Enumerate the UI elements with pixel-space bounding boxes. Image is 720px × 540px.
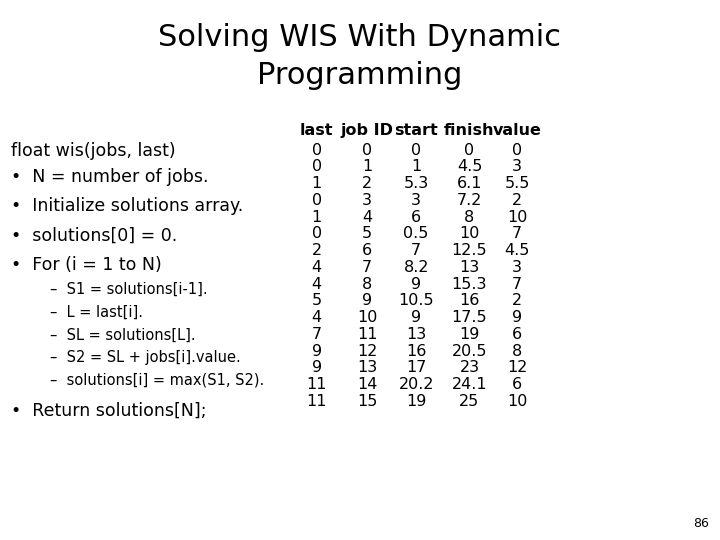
Text: finish: finish bbox=[444, 123, 495, 138]
Text: 4.5: 4.5 bbox=[504, 243, 530, 258]
Text: 19: 19 bbox=[459, 327, 480, 342]
Text: 15: 15 bbox=[357, 394, 377, 409]
Text: 3: 3 bbox=[512, 260, 522, 275]
Text: 1: 1 bbox=[312, 176, 322, 191]
Text: last: last bbox=[300, 123, 333, 138]
Text: 0: 0 bbox=[464, 143, 474, 158]
Text: 23: 23 bbox=[459, 360, 480, 375]
Text: 0: 0 bbox=[411, 143, 421, 158]
Text: –  S1 = solutions[i-1].: – S1 = solutions[i-1]. bbox=[50, 282, 208, 297]
Text: 4: 4 bbox=[312, 260, 322, 275]
Text: 7: 7 bbox=[312, 327, 322, 342]
Text: –  solutions[i] = max(S1, S2).: – solutions[i] = max(S1, S2). bbox=[50, 373, 265, 388]
Text: •  solutions[0] = 0.: • solutions[0] = 0. bbox=[11, 226, 177, 245]
Text: 13: 13 bbox=[406, 327, 426, 342]
Text: 6: 6 bbox=[512, 327, 522, 342]
Text: 9: 9 bbox=[411, 276, 421, 292]
Text: 8: 8 bbox=[362, 276, 372, 292]
Text: •  Initialize solutions array.: • Initialize solutions array. bbox=[11, 197, 243, 215]
Text: •  N = number of jobs.: • N = number of jobs. bbox=[11, 168, 208, 186]
Text: 1: 1 bbox=[362, 159, 372, 174]
Text: 8.2: 8.2 bbox=[403, 260, 429, 275]
Text: 2: 2 bbox=[362, 176, 372, 191]
Text: 1: 1 bbox=[312, 210, 322, 225]
Text: 10: 10 bbox=[507, 394, 527, 409]
Text: 17: 17 bbox=[406, 360, 426, 375]
Text: 5.5: 5.5 bbox=[504, 176, 530, 191]
Text: 86: 86 bbox=[693, 517, 709, 530]
Text: 6: 6 bbox=[512, 377, 522, 392]
Text: 0.5: 0.5 bbox=[403, 226, 429, 241]
Text: 12.5: 12.5 bbox=[451, 243, 487, 258]
Text: 10.5: 10.5 bbox=[398, 293, 434, 308]
Text: 7: 7 bbox=[512, 226, 522, 241]
Text: •  For (i = 1 to N): • For (i = 1 to N) bbox=[11, 255, 161, 274]
Text: 10: 10 bbox=[459, 226, 480, 241]
Text: 7: 7 bbox=[362, 260, 372, 275]
Text: 8: 8 bbox=[512, 343, 522, 359]
Text: 4: 4 bbox=[312, 276, 322, 292]
Text: 1: 1 bbox=[411, 159, 421, 174]
Text: 6: 6 bbox=[411, 210, 421, 225]
Text: 8: 8 bbox=[464, 210, 474, 225]
Text: 6: 6 bbox=[362, 243, 372, 258]
Text: 16: 16 bbox=[459, 293, 480, 308]
Text: value: value bbox=[492, 123, 541, 138]
Text: 9: 9 bbox=[411, 310, 421, 325]
Text: 6.1: 6.1 bbox=[456, 176, 482, 191]
Text: 7: 7 bbox=[411, 243, 421, 258]
Text: 13: 13 bbox=[357, 360, 377, 375]
Text: 20.5: 20.5 bbox=[451, 343, 487, 359]
Text: 5: 5 bbox=[312, 293, 322, 308]
Text: 9: 9 bbox=[312, 360, 322, 375]
Text: 7: 7 bbox=[512, 276, 522, 292]
Text: 4.5: 4.5 bbox=[456, 159, 482, 174]
Text: 20.2: 20.2 bbox=[398, 377, 434, 392]
Text: 13: 13 bbox=[459, 260, 480, 275]
Text: start: start bbox=[395, 123, 438, 138]
Text: 9: 9 bbox=[512, 310, 522, 325]
Text: 24.1: 24.1 bbox=[451, 377, 487, 392]
Text: Solving WIS With Dynamic
Programming: Solving WIS With Dynamic Programming bbox=[158, 23, 562, 90]
Text: 25: 25 bbox=[459, 394, 480, 409]
Text: 3: 3 bbox=[362, 193, 372, 208]
Text: 17.5: 17.5 bbox=[451, 310, 487, 325]
Text: 4: 4 bbox=[362, 210, 372, 225]
Text: –  L = last[i].: – L = last[i]. bbox=[50, 305, 143, 320]
Text: 3: 3 bbox=[512, 159, 522, 174]
Text: 2: 2 bbox=[512, 193, 522, 208]
Text: 14: 14 bbox=[357, 377, 377, 392]
Text: 11: 11 bbox=[357, 327, 377, 342]
Text: 0: 0 bbox=[312, 159, 322, 174]
Text: float wis(jobs, last): float wis(jobs, last) bbox=[11, 142, 176, 160]
Text: 11: 11 bbox=[307, 377, 327, 392]
Text: 12: 12 bbox=[357, 343, 377, 359]
Text: 3: 3 bbox=[411, 193, 421, 208]
Text: 0: 0 bbox=[312, 143, 322, 158]
Text: 9: 9 bbox=[312, 343, 322, 359]
Text: –  SL = solutions[L].: – SL = solutions[L]. bbox=[50, 327, 196, 342]
Text: 19: 19 bbox=[406, 394, 426, 409]
Text: 0: 0 bbox=[312, 226, 322, 241]
Text: 11: 11 bbox=[307, 394, 327, 409]
Text: 10: 10 bbox=[357, 310, 377, 325]
Text: 5.3: 5.3 bbox=[403, 176, 429, 191]
Text: 0: 0 bbox=[362, 143, 372, 158]
Text: 2: 2 bbox=[312, 243, 322, 258]
Text: 16: 16 bbox=[406, 343, 426, 359]
Text: 12: 12 bbox=[507, 360, 527, 375]
Text: 2: 2 bbox=[512, 293, 522, 308]
Text: 4: 4 bbox=[312, 310, 322, 325]
Text: 7.2: 7.2 bbox=[456, 193, 482, 208]
Text: •  Return solutions[N];: • Return solutions[N]; bbox=[11, 401, 207, 420]
Text: –  S2 = SL + jobs[i].value.: – S2 = SL + jobs[i].value. bbox=[50, 350, 241, 365]
Text: 0: 0 bbox=[312, 193, 322, 208]
Text: 10: 10 bbox=[507, 210, 527, 225]
Text: 0: 0 bbox=[512, 143, 522, 158]
Text: 15.3: 15.3 bbox=[451, 276, 487, 292]
Text: 9: 9 bbox=[362, 293, 372, 308]
Text: 5: 5 bbox=[362, 226, 372, 241]
Text: job ID: job ID bbox=[341, 123, 394, 138]
